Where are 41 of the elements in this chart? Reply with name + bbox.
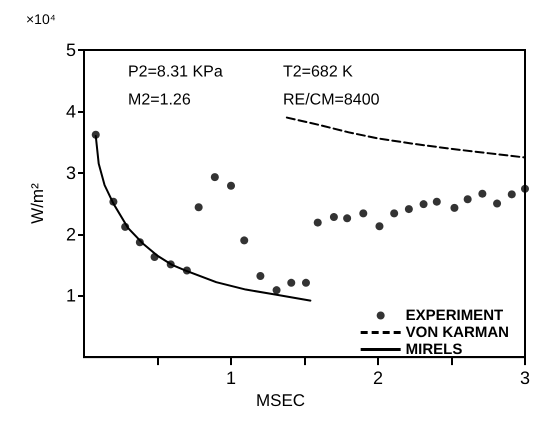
annotation: RE/CM=8400: [283, 92, 380, 108]
y-tick-label: 4: [66, 101, 76, 122]
point: [521, 184, 529, 193]
x-tick-label: 3: [520, 368, 530, 388]
point: [359, 209, 368, 218]
point: [330, 213, 338, 222]
y-tick-label: 1: [66, 286, 76, 306]
x-tick-label: 1: [226, 368, 236, 388]
y-tick-label: 3: [66, 162, 76, 183]
legend-label: MIRELS: [406, 341, 462, 358]
point: [390, 209, 398, 218]
point: [210, 173, 219, 182]
point: [404, 205, 413, 214]
point: [432, 198, 441, 206]
y-axis-title: W/m²: [28, 182, 47, 224]
annotation: P2=8.31 KPa: [128, 64, 223, 80]
point: [227, 182, 235, 190]
point: [272, 286, 281, 294]
annotation: T2=682 K: [283, 64, 354, 80]
point: [314, 218, 322, 227]
point: [240, 236, 248, 244]
point: [508, 190, 516, 198]
x-tick-label: 2: [372, 368, 384, 388]
point: [302, 278, 310, 287]
point: [287, 278, 296, 287]
point: [375, 222, 384, 230]
text: ×10⁴: [26, 11, 56, 27]
point: [450, 204, 458, 212]
point: [256, 272, 264, 280]
legend-label: VON KARMAN: [406, 324, 510, 341]
y-tick-label: 5: [66, 40, 76, 60]
x-axis-title: MSEC: [256, 391, 306, 410]
y-tick-label: 2: [66, 224, 76, 244]
legend-label: EXPERIMENT: [406, 307, 504, 324]
point: [464, 195, 472, 204]
point: [493, 200, 502, 208]
point: [420, 200, 428, 208]
point: [194, 203, 203, 212]
point: [343, 214, 352, 222]
point: [478, 190, 486, 198]
annotation: M2=1.26: [128, 92, 191, 108]
